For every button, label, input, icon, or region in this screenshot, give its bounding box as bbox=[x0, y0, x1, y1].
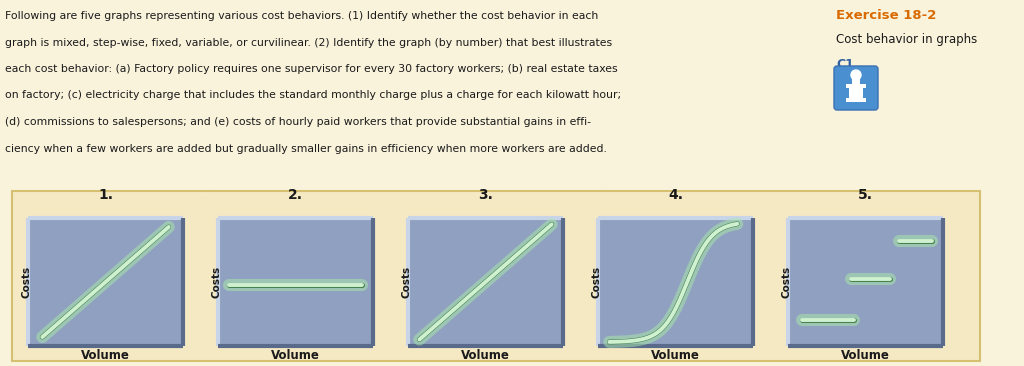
Text: 5.: 5. bbox=[858, 188, 873, 202]
Text: 2.: 2. bbox=[288, 188, 303, 202]
Text: 4.: 4. bbox=[668, 188, 683, 202]
Bar bbox=[788, 218, 943, 346]
Text: on factory; (c) electricity charge that includes the standard monthly charge plu: on factory; (c) electricity charge that … bbox=[5, 90, 622, 101]
Text: Volume: Volume bbox=[651, 349, 700, 362]
Text: Following are five graphs representing various cost behaviors. (1) Identify whet: Following are five graphs representing v… bbox=[5, 11, 598, 21]
Text: Costs: Costs bbox=[781, 266, 791, 298]
Text: Exercise 18-2: Exercise 18-2 bbox=[836, 9, 936, 22]
Text: Costs: Costs bbox=[591, 266, 601, 298]
Text: Costs: Costs bbox=[401, 266, 411, 298]
FancyBboxPatch shape bbox=[834, 66, 878, 110]
Text: Cost behavior in graphs: Cost behavior in graphs bbox=[836, 33, 977, 46]
Circle shape bbox=[851, 70, 861, 80]
Text: Costs: Costs bbox=[211, 266, 221, 298]
Text: Volume: Volume bbox=[271, 349, 319, 362]
Text: Costs: Costs bbox=[22, 266, 31, 298]
Text: each cost behavior: (a) Factory policy requires one supervisor for every 30 fact: each cost behavior: (a) Factory policy r… bbox=[5, 64, 617, 74]
Text: Volume: Volume bbox=[81, 349, 130, 362]
Text: ciency when a few workers are added but gradually smaller gains in efficiency wh: ciency when a few workers are added but … bbox=[5, 143, 607, 153]
Bar bbox=[218, 218, 373, 346]
Text: (d) commissions to salespersons; and (e) costs of hourly paid workers that provi: (d) commissions to salespersons; and (e)… bbox=[5, 117, 591, 127]
Text: 1.: 1. bbox=[98, 188, 113, 202]
Bar bbox=[12, 191, 980, 361]
Text: Volume: Volume bbox=[461, 349, 510, 362]
Text: graph is mixed, step-wise, fixed, variable, or curvilinear. (2) Identify the gra: graph is mixed, step-wise, fixed, variab… bbox=[5, 37, 612, 48]
Bar bbox=[598, 218, 753, 346]
Text: Volume: Volume bbox=[841, 349, 890, 362]
Text: C1: C1 bbox=[836, 58, 854, 71]
Text: 3.: 3. bbox=[478, 188, 493, 202]
Bar bbox=[408, 218, 563, 346]
Bar bbox=[28, 218, 183, 346]
